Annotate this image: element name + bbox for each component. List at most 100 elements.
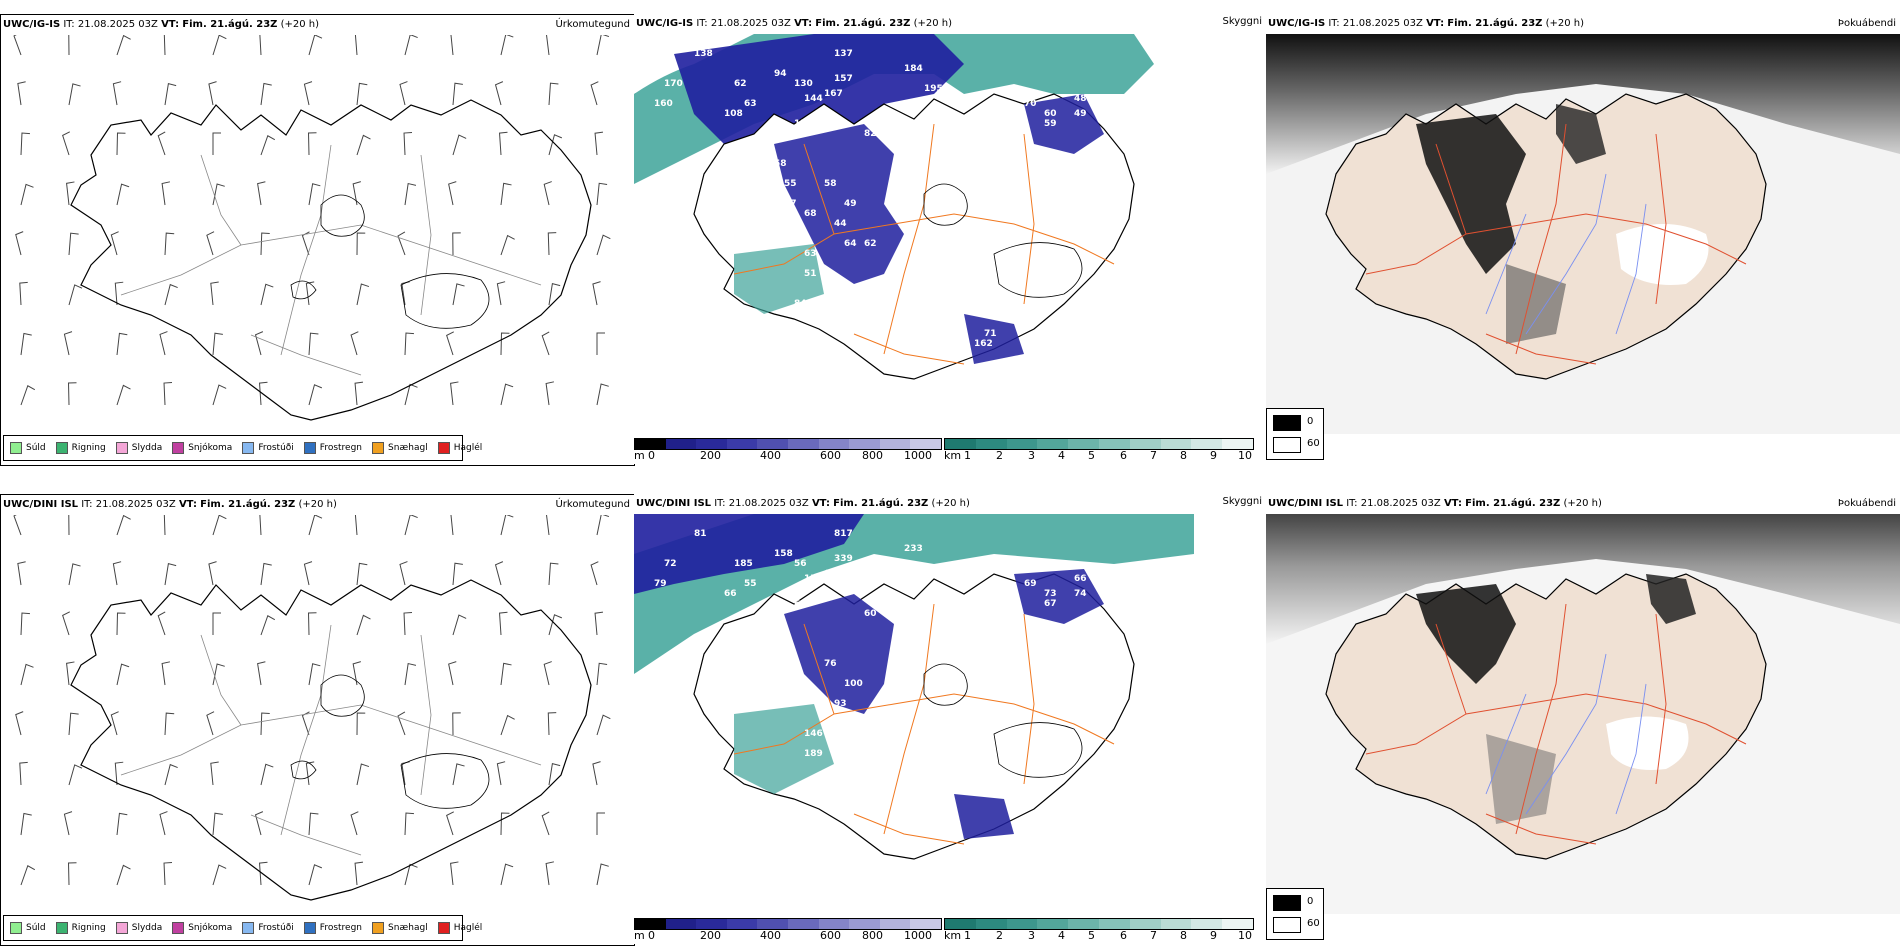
wind-barb bbox=[212, 132, 221, 155]
cloud-base-value: 233 bbox=[904, 544, 923, 554]
wind-barb bbox=[114, 281, 124, 306]
cbar-tick: 7 bbox=[1150, 929, 1157, 942]
cloud-base-value: 84 bbox=[794, 299, 807, 309]
swatch bbox=[10, 922, 22, 934]
wind-barb bbox=[496, 761, 506, 786]
wind-barb bbox=[116, 864, 131, 886]
cloud-base-value: 49 bbox=[1074, 109, 1087, 119]
bar-swatch bbox=[1037, 439, 1069, 449]
bar-swatch bbox=[787, 919, 819, 929]
cloud-base-value: 108 bbox=[724, 109, 743, 119]
bar-swatch bbox=[757, 919, 788, 929]
cbar-tick: 9 bbox=[1210, 449, 1217, 462]
cloud-base-value: 64 bbox=[844, 239, 857, 249]
wind-barb bbox=[404, 182, 417, 206]
wind-barb bbox=[19, 761, 28, 786]
wind-barb bbox=[116, 663, 130, 686]
roads bbox=[1365, 603, 1747, 845]
precip-panel-row1: UWC/IG-IS IT: 21.08.2025 03Z VT: Fim. 21… bbox=[0, 14, 635, 466]
wind-barb bbox=[164, 283, 178, 306]
cbar-tick: 10 bbox=[1238, 929, 1252, 942]
wind-barb bbox=[446, 331, 454, 356]
swatch bbox=[55, 922, 68, 934]
cloud-base-value: 87 bbox=[734, 149, 747, 159]
swatch bbox=[55, 442, 68, 454]
wind-barb bbox=[159, 811, 168, 836]
cloud-base-value: 86 bbox=[874, 299, 887, 309]
wind-barb bbox=[68, 862, 77, 886]
wind-barb bbox=[354, 515, 358, 536]
wind-barb bbox=[157, 131, 166, 156]
cloud-base-value: 62 bbox=[734, 79, 747, 89]
bar-swatch bbox=[726, 919, 758, 929]
bar-swatch bbox=[945, 439, 976, 449]
wind-barb bbox=[500, 662, 512, 686]
fog-legend-high: 60 bbox=[1307, 918, 1320, 929]
wind-barb bbox=[20, 612, 30, 636]
wind-barb bbox=[500, 714, 515, 736]
cloud-base-value: 87 bbox=[844, 719, 857, 729]
wind-barb bbox=[590, 81, 599, 106]
wind-barb bbox=[301, 711, 310, 736]
cloud-base-value: 130 bbox=[794, 79, 813, 89]
glacier-outline bbox=[923, 663, 1083, 778]
cloud-base-colorbar: m 0 200 400 600 800 1000 bbox=[634, 438, 954, 464]
bar-swatch bbox=[849, 919, 880, 929]
swatch bbox=[372, 922, 385, 934]
legend-item-snjokoma: Snjókoma bbox=[172, 442, 232, 454]
wind-barb bbox=[66, 661, 75, 686]
bar-swatch bbox=[696, 439, 727, 449]
wind-barb bbox=[450, 35, 454, 56]
wind-barb bbox=[594, 131, 604, 156]
wind-barb bbox=[260, 283, 274, 306]
wind-barb bbox=[208, 81, 217, 106]
wind-barbs bbox=[13, 515, 611, 886]
wind-barb bbox=[356, 763, 370, 786]
fog-panel-row1: UWC/IG-IS IT: 21.08.2025 03Z VT: Fim. 21… bbox=[1266, 14, 1900, 464]
cloud-base-value: 81 bbox=[694, 529, 707, 539]
cloud-panel-row1: UWC/IG-IS IT: 21.08.2025 03Z VT: Fim. 21… bbox=[634, 14, 1264, 464]
wind-barb bbox=[66, 181, 75, 206]
wind-barb bbox=[164, 563, 177, 586]
bar-swatch bbox=[1222, 439, 1253, 449]
bar-swatch bbox=[787, 439, 819, 449]
panel-header: UWC/IG-IS IT: 21.08.2025 03Z VT: Fim. 21… bbox=[636, 18, 953, 29]
wind-barb bbox=[500, 182, 512, 206]
bar-swatch bbox=[975, 439, 1007, 449]
wind-barb bbox=[68, 284, 83, 306]
legend-item-sud: Súld bbox=[10, 442, 46, 454]
wind-barb bbox=[541, 331, 550, 356]
wind-barb bbox=[548, 82, 559, 106]
wind-barb bbox=[68, 83, 81, 106]
legend-item-haglel: Haglél bbox=[437, 922, 482, 934]
wind-barb bbox=[20, 385, 36, 406]
cloud-base-value: 158 bbox=[774, 549, 793, 559]
wind-barb bbox=[301, 231, 310, 256]
glacier-outline bbox=[923, 183, 1083, 298]
wind-barb bbox=[596, 662, 608, 686]
wind-barb bbox=[452, 232, 461, 256]
swatch bbox=[10, 442, 22, 454]
wind-barb bbox=[20, 865, 36, 886]
wind-barb bbox=[596, 383, 609, 406]
wind-barb bbox=[399, 81, 408, 106]
wind-barb bbox=[545, 861, 555, 886]
swatch bbox=[242, 922, 255, 934]
wind-barb bbox=[206, 711, 215, 736]
wind-barb bbox=[20, 332, 32, 356]
bar-swatch bbox=[1191, 439, 1223, 449]
wind-barb bbox=[308, 612, 317, 636]
cloud-base-value: 184 bbox=[904, 64, 923, 74]
swatch bbox=[242, 442, 255, 454]
wind-barb bbox=[308, 35, 323, 56]
wind-barb bbox=[500, 234, 515, 256]
swatch bbox=[172, 442, 185, 454]
cloud-base-bar-swatches bbox=[634, 918, 942, 930]
glacier-outline bbox=[290, 194, 490, 329]
cloud-base-value: 160 bbox=[654, 99, 673, 109]
wind-barb bbox=[452, 562, 463, 586]
cbar-tick: 1000 bbox=[904, 929, 932, 942]
wind-barb bbox=[596, 714, 611, 736]
